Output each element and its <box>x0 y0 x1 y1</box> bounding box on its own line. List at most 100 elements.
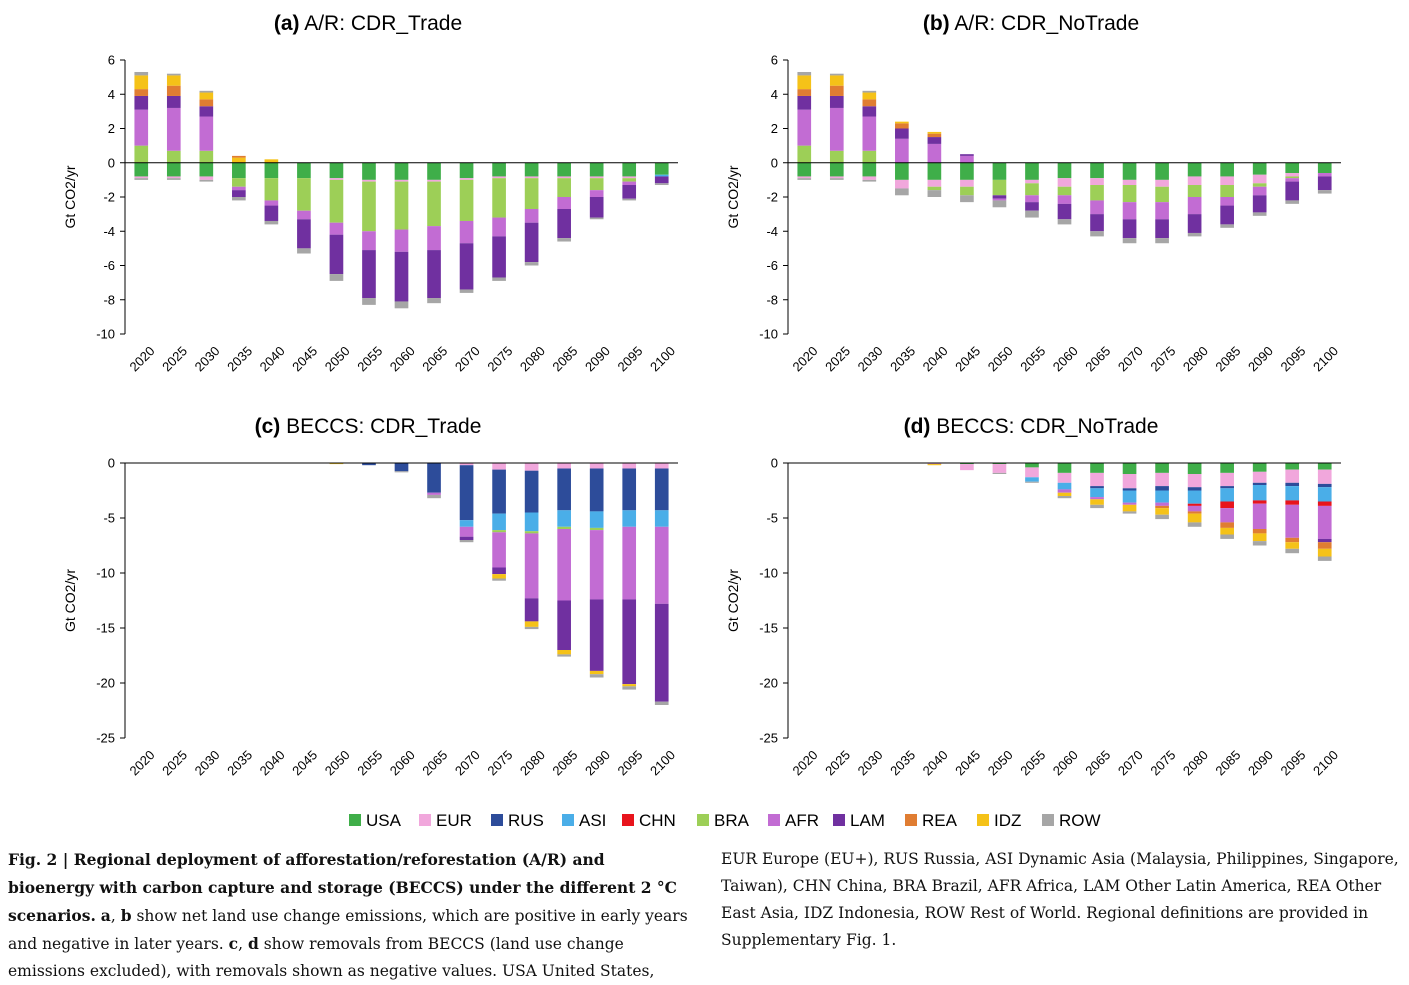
bar-segment-usa <box>1025 162 1039 180</box>
x-tick-label: 2030 <box>192 747 223 778</box>
bar-segment-afr <box>427 226 441 251</box>
bar-segment-afr <box>1025 195 1039 203</box>
bar-segment-afr <box>927 143 942 163</box>
bar-segment-row <box>232 197 246 201</box>
bar-segment-lam <box>960 154 974 156</box>
bar-segment-usa <box>492 162 506 177</box>
bar-segment-afr <box>492 217 506 237</box>
caption-letter-b: b <box>120 906 132 925</box>
bar-segment-usa <box>427 162 441 180</box>
bar-segment-row <box>1187 232 1202 237</box>
bar-segment-usa <box>134 162 149 177</box>
bar-segment-afr <box>1285 504 1300 538</box>
x-tick-label: 2025 <box>822 343 853 374</box>
bar-segment-idz <box>492 574 506 579</box>
x-tick-label: 2040 <box>257 747 288 778</box>
bar-segment-asi <box>654 174 669 177</box>
bar-segment-eur <box>1285 469 1300 483</box>
bar-segment-bra <box>992 179 1007 196</box>
bar-segment-row <box>1220 534 1234 539</box>
bar-segment-bra <box>134 145 149 163</box>
bar-segment-rus <box>394 463 409 472</box>
bar-segment-lam <box>1317 538 1332 543</box>
bar-segment-eur <box>960 179 974 187</box>
x-tick-label: 2085 <box>1212 343 1243 374</box>
bar-segment-idz <box>1285 542 1300 549</box>
bar-segment-usa <box>862 162 877 177</box>
bar-segment-idz <box>589 670 604 675</box>
x-tick-label: 2080 <box>517 343 548 374</box>
bar-segment-lam <box>1285 181 1300 201</box>
legend-swatch-chn <box>622 814 634 826</box>
bar-segment-lam <box>297 219 311 249</box>
y-tick-label: -5 <box>103 511 115 526</box>
y-tick-label: -20 <box>96 676 115 691</box>
bar-segment-row <box>492 277 506 281</box>
bar-segment-lam <box>654 603 669 702</box>
caption-comma: , <box>110 907 121 925</box>
caption-letter-c: c <box>228 934 239 953</box>
y-tick-label: -10 <box>96 327 115 342</box>
bar-segment-afr <box>1122 202 1137 220</box>
bar-segment-chn <box>1285 500 1300 505</box>
x-tick-label: 2075 <box>1147 343 1178 374</box>
bar-segment-rus <box>1187 487 1202 491</box>
bar-segment-lam <box>427 250 441 299</box>
x-tick-label: 2100 <box>1310 343 1341 374</box>
x-tick-label: 2040 <box>920 747 951 778</box>
bar-segment-eur <box>329 178 344 180</box>
legend-label-lam: LAM <box>850 811 885 830</box>
bar-segment-eur <box>557 176 571 179</box>
bar-segment-lam <box>557 600 571 650</box>
bar-segment-usa <box>1220 463 1234 473</box>
bar-segment-eur <box>1220 176 1234 186</box>
bar-segment-eur <box>1155 472 1169 487</box>
bar-segment-afr <box>1155 202 1169 220</box>
bar-segment-usa <box>166 162 181 177</box>
x-tick-label: 2085 <box>549 343 580 374</box>
y-tick-label: 6 <box>108 53 115 68</box>
bar-segment-lam <box>1317 176 1332 191</box>
x-tick-label: 2090 <box>582 343 613 374</box>
caption-right: EUR Europe (EU+), RUS Russia, ASI Dynami… <box>721 850 1399 949</box>
bar-segment-usa <box>459 162 474 179</box>
bar-segment-rus <box>1220 486 1234 489</box>
bar-segment-rea <box>1155 505 1169 509</box>
bar-segment-row <box>524 262 539 266</box>
bar-segment-rea <box>134 89 149 96</box>
bar-segment-usa <box>329 162 344 179</box>
bar-segment-bra <box>199 150 214 163</box>
bar-segment-lam <box>459 243 474 290</box>
bar-segment-eur <box>1155 179 1169 187</box>
legend-swatch-bra <box>697 814 709 826</box>
panel-title-text: BECCS: CDR_NoTrade <box>930 415 1158 438</box>
bar-segment-usa <box>654 162 669 175</box>
x-tick-label: 2055 <box>1017 747 1048 778</box>
bar-segment-afr <box>1285 178 1300 182</box>
bar-segment-afr <box>1252 503 1267 529</box>
bar-segment-afr <box>1122 502 1137 505</box>
bar-segment-rus <box>589 468 604 512</box>
x-tick-label: 2070 <box>1115 747 1146 778</box>
bar-segment-row <box>427 494 441 499</box>
bar-segment-eur <box>797 176 812 179</box>
bar-segment-rea <box>1220 522 1234 528</box>
bar-segment-eur <box>1252 471 1267 483</box>
bar-segment-idz <box>927 464 942 466</box>
bar-segment-afr <box>797 109 812 146</box>
bar-segment-usa <box>1155 463 1169 473</box>
x-tick-label: 2035 <box>224 343 255 374</box>
bar-segment-eur <box>992 464 1007 473</box>
bar-segment-rea <box>895 123 909 129</box>
bar-segment-chn <box>1220 501 1234 509</box>
bar-segment-asi <box>1155 490 1169 503</box>
chart-panel-a: (a) A/R: CDR_Trade Gt CO2/yr 6 4 2 0 -2 -4 -6 -8 -… <box>62 12 678 374</box>
bar-segment-usa <box>1155 162 1169 180</box>
x-tick-label: 2050 <box>322 747 353 778</box>
bar-segment-eur <box>427 179 441 182</box>
legend-label-chn: CHN <box>639 811 676 830</box>
bar-segment-idz <box>1057 492 1072 496</box>
figure-panels: (a) A/R: CDR_Trade Gt CO2/yr 6 4 2 0 -2 -4 -6 -8 -… <box>62 12 1341 778</box>
legend-swatch-idz <box>977 814 989 826</box>
caption-bold-title: Fig. 2 | Regional deployment of afforest… <box>8 850 678 925</box>
